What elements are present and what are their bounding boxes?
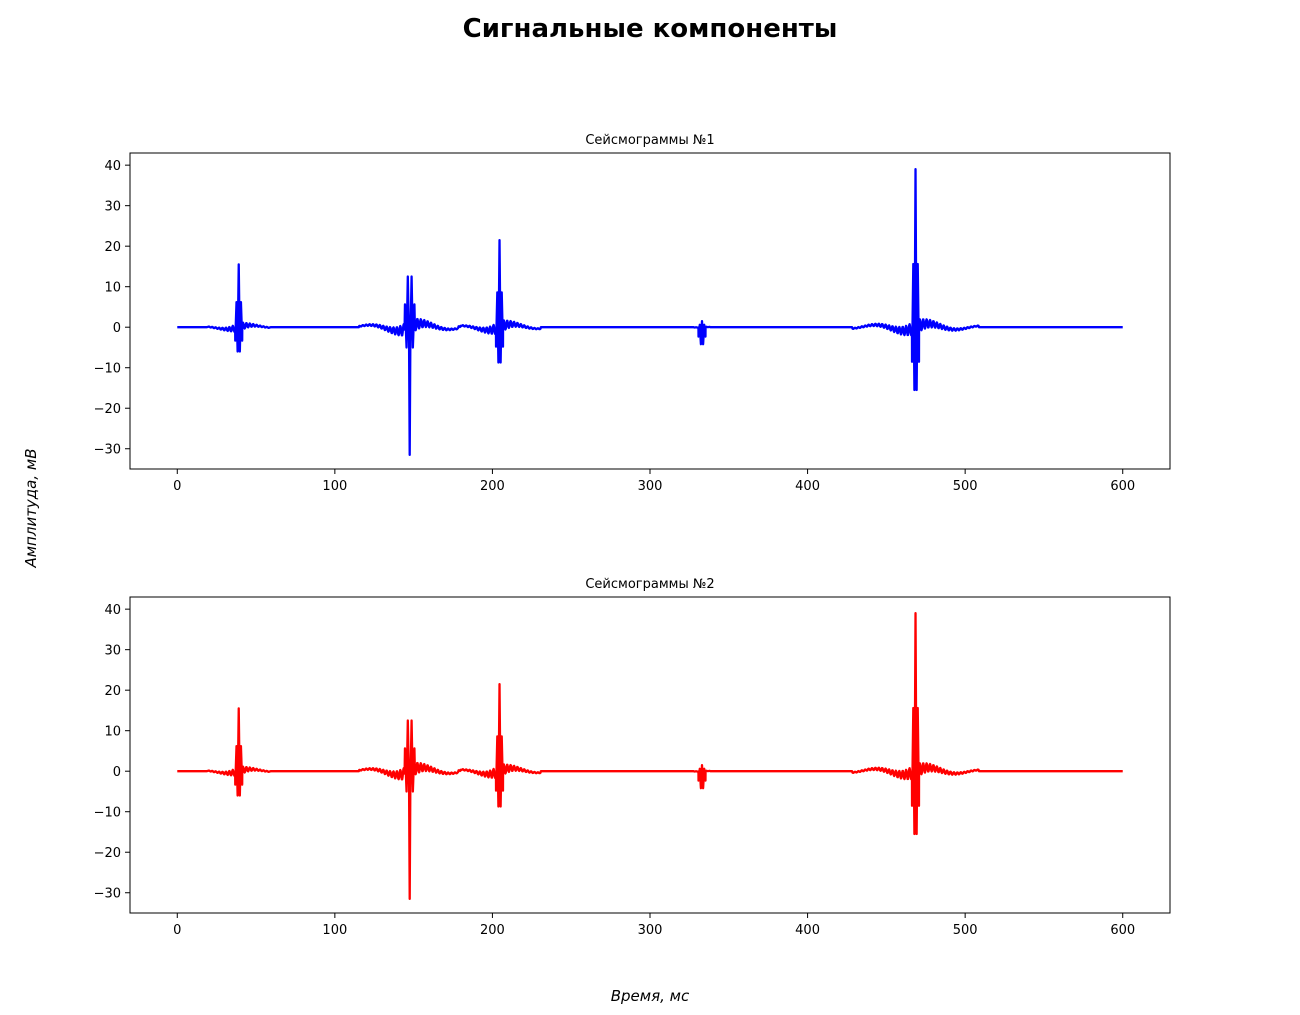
y-tick-label: 20 [104,684,121,699]
subplot-title: Сейсмограммы №1 [585,133,714,148]
y-tick-label: 20 [104,240,121,255]
series-line [176,168,1124,456]
x-axis-label: Время, мс [610,987,690,1005]
x-tick-label: 100 [322,479,347,494]
axes-frame [129,596,1171,914]
y-tick-label: 40 [104,603,121,618]
x-tick-label: 300 [638,923,663,938]
axes-frame [129,152,1171,470]
y-tick-label: 30 [104,200,121,215]
x-tick-label: 400 [795,479,820,494]
y-tick-label: 30 [104,644,121,659]
y-tick-label: −10 [94,362,121,377]
x-tick-label: 0 [173,479,181,494]
y-tick-label: 40 [104,159,121,174]
y-tick-label: −20 [94,402,121,417]
x-tick-label: 400 [795,923,820,938]
y-tick-label: −30 [94,443,121,458]
x-tick-label: 100 [322,923,347,938]
series-line [176,612,1124,900]
x-tick-label: 200 [480,479,505,494]
x-tick-label: 0 [173,923,181,938]
y-tick-label: −10 [94,806,121,821]
x-tick-label: 300 [638,479,663,494]
y-tick-label: −20 [94,846,121,861]
y-tick-label: 10 [104,725,121,740]
x-tick-label: 600 [1110,923,1135,938]
figure-title: Сигнальные компоненты [462,14,838,44]
subplot-title: Сейсмограммы №2 [585,577,714,592]
y-tick-label: −30 [94,887,121,902]
y-tick-label: 0 [113,321,121,336]
x-tick-label: 200 [480,923,505,938]
y-tick-label: 10 [104,281,121,296]
x-tick-label: 500 [953,479,978,494]
y-tick-label: 0 [113,765,121,780]
x-tick-label: 500 [953,923,978,938]
x-tick-label: 600 [1110,479,1135,494]
